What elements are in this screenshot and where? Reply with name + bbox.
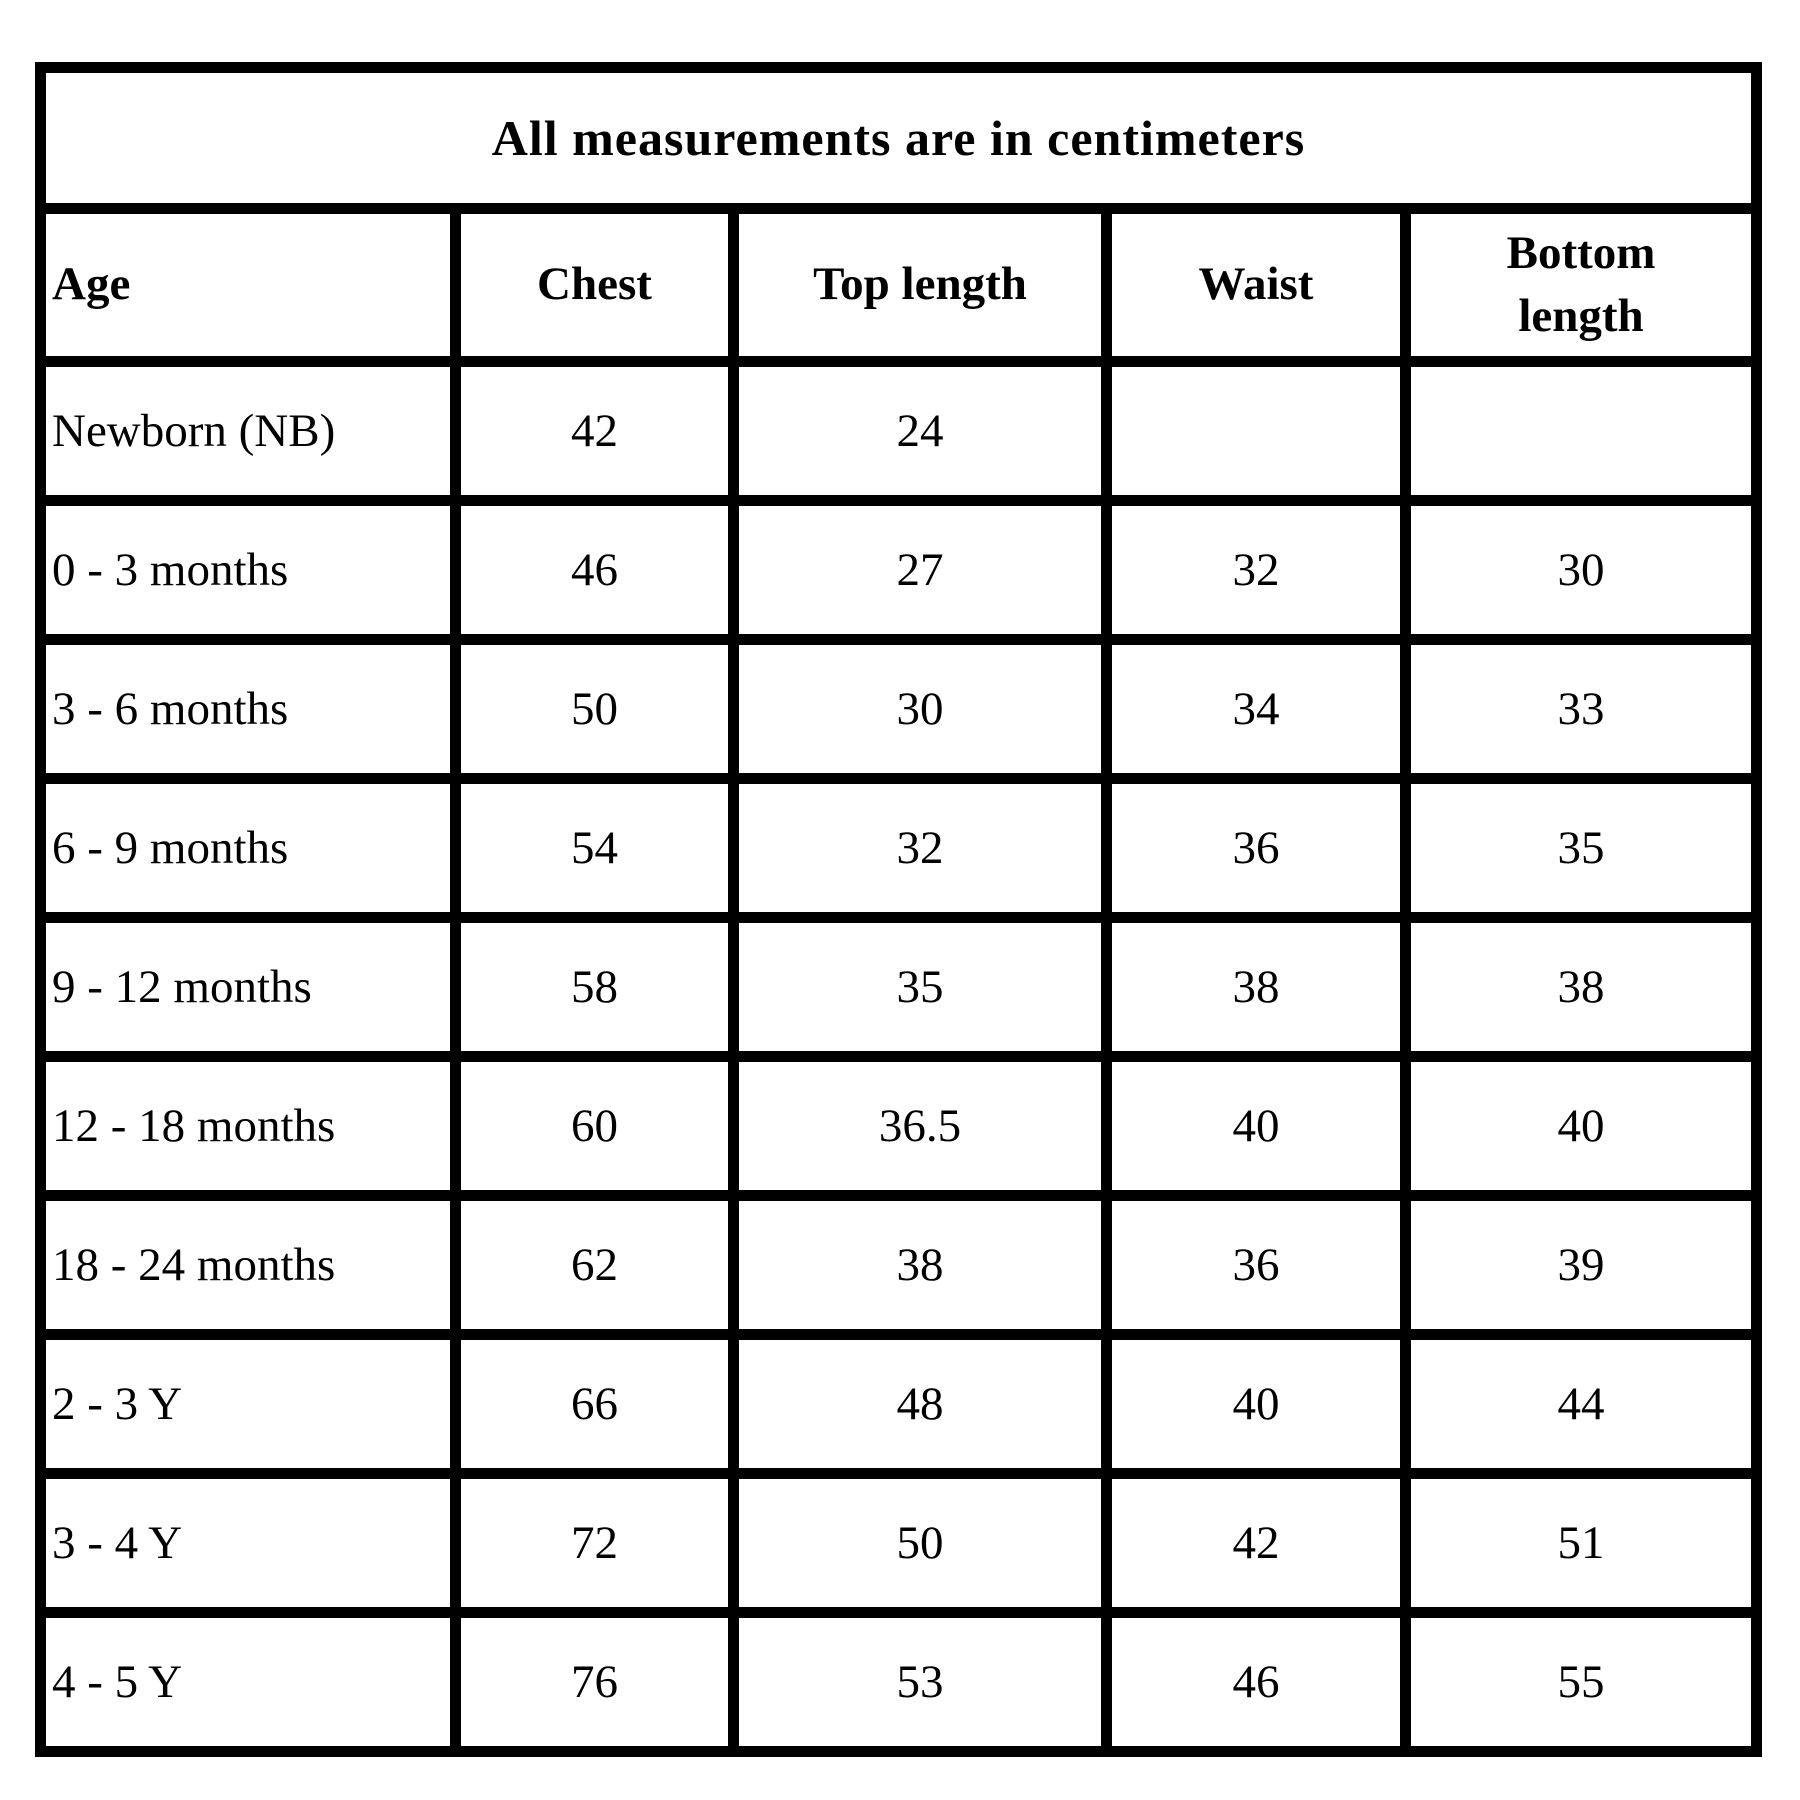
- size-chart-table: All measurements are in centimeters Age …: [34, 62, 1763, 1757]
- chest-cell: 72: [450, 1468, 739, 1618]
- column-header-age-label: Age: [52, 258, 131, 311]
- bottom-length-cell: 30: [1399, 495, 1763, 645]
- top-length-cell: 35: [728, 912, 1112, 1062]
- title-row: All measurements are in centimeters: [34, 62, 1763, 214]
- table-row-0-3-months: 0 - 3 months 46 27 32 30: [35, 495, 1763, 645]
- waist-cell: 42: [1101, 1468, 1411, 1618]
- bottom-length-cell: 40: [1399, 1051, 1763, 1201]
- table-row-3-6-months: 3 - 6 months 50 30 34 33: [35, 634, 1763, 784]
- chest-cell: 58: [450, 912, 739, 1062]
- waist-cell: 40: [1101, 1329, 1411, 1479]
- age-cell: 18 - 24 months: [35, 1190, 461, 1340]
- chest-cell: 46: [450, 495, 739, 645]
- bottom-length-cell: 51: [1399, 1468, 1763, 1618]
- chest-cell: 76: [450, 1607, 739, 1757]
- column-header-waist-label: Waist: [1198, 258, 1314, 311]
- age-cell: 4 - 5 Y: [35, 1607, 461, 1757]
- waist-cell: 36: [1101, 1190, 1411, 1340]
- age-cell: 0 - 3 months: [35, 495, 461, 645]
- table-row-6-9-months: 6 - 9 months 54 32 36 35: [35, 773, 1763, 923]
- column-header-bottom-length: Bottom length: [1399, 203, 1763, 367]
- top-length-cell: 48: [728, 1329, 1112, 1479]
- bottom-length-cell: [1399, 356, 1763, 506]
- chest-cell: 66: [450, 1329, 739, 1479]
- bottom-length-cell: 55: [1399, 1607, 1763, 1757]
- column-header-bottom-length-label: Bottom length: [1506, 226, 1656, 342]
- table-row-3-4-y: 3 - 4 Y 72 50 42 51: [35, 1468, 1763, 1618]
- top-length-cell: 36.5: [728, 1051, 1112, 1201]
- bottom-length-cell: 44: [1399, 1329, 1763, 1479]
- waist-cell: 46: [1101, 1607, 1411, 1757]
- column-header-age: Age: [35, 203, 461, 367]
- waist-cell: 32: [1101, 495, 1411, 645]
- table-title: All measurements are in centimeters: [34, 62, 1763, 214]
- column-header-chest: Chest: [450, 203, 739, 367]
- age-cell: 12 - 18 months: [35, 1051, 461, 1201]
- top-length-cell: 27: [728, 495, 1112, 645]
- age-cell: 3 - 6 months: [35, 634, 461, 784]
- top-length-cell: 30: [728, 634, 1112, 784]
- waist-cell: 34: [1101, 634, 1411, 784]
- table-row-18-24-months: 18 - 24 months 62 38 36 39: [35, 1190, 1763, 1340]
- waist-cell: 40: [1101, 1051, 1411, 1201]
- top-length-cell: 38: [728, 1190, 1112, 1340]
- chest-cell: 54: [450, 773, 739, 923]
- age-cell: 3 - 4 Y: [35, 1468, 461, 1618]
- column-header-top-length: Top length: [728, 203, 1112, 367]
- column-header-waist: Waist: [1101, 203, 1411, 367]
- age-cell: 6 - 9 months: [35, 773, 461, 923]
- bottom-length-cell: 35: [1399, 773, 1763, 923]
- chest-cell: 60: [450, 1051, 739, 1201]
- top-length-cell: 24: [728, 356, 1112, 506]
- table-row-9-12-months: 9 - 12 months 58 35 38 38: [35, 912, 1763, 1062]
- top-length-cell: 50: [728, 1468, 1112, 1618]
- top-length-cell: 53: [728, 1607, 1112, 1757]
- chest-cell: 62: [450, 1190, 739, 1340]
- header-row: Age Chest Top length Waist Bottom length: [35, 203, 1763, 367]
- waist-cell: [1101, 356, 1411, 506]
- table-row-2-3-y: 2 - 3 Y 66 48 40 44: [35, 1329, 1763, 1479]
- top-length-cell: 32: [728, 773, 1112, 923]
- table-row-newborn: Newborn (NB) 42 24: [35, 356, 1763, 506]
- age-cell: 2 - 3 Y: [35, 1329, 461, 1479]
- bottom-length-cell: 33: [1399, 634, 1763, 784]
- table-row-4-5-y: 4 - 5 Y 76 53 46 55: [35, 1607, 1763, 1757]
- bottom-length-cell: 39: [1399, 1190, 1763, 1340]
- waist-cell: 36: [1101, 773, 1411, 923]
- age-cell: Newborn (NB): [35, 356, 461, 506]
- column-header-top-length-label: Top length: [813, 258, 1027, 311]
- chest-cell: 42: [450, 356, 739, 506]
- waist-cell: 38: [1101, 912, 1411, 1062]
- table-row-12-18-months: 12 - 18 months 60 36.5 40 40: [35, 1051, 1763, 1201]
- chest-cell: 50: [450, 634, 739, 784]
- bottom-length-cell: 38: [1399, 912, 1763, 1062]
- age-cell: 9 - 12 months: [35, 912, 461, 1062]
- column-header-chest-label: Chest: [537, 258, 652, 311]
